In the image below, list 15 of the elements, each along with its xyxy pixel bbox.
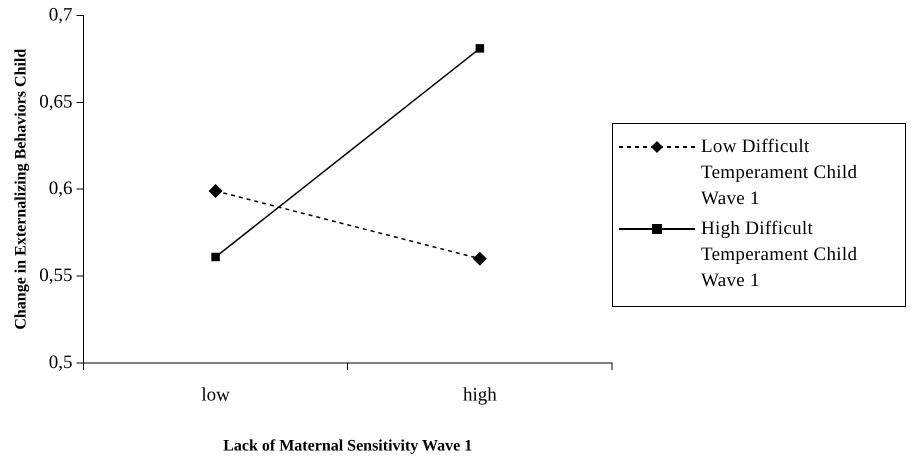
point	[208, 184, 223, 198]
y-tick-label: 0,7	[48, 4, 72, 26]
x-tick-label: low	[201, 384, 230, 406]
x-tick-label: high	[462, 384, 498, 406]
point	[476, 44, 484, 53]
legend-label: Low Difficult Temperament Child Wave 1	[701, 135, 858, 211]
y-tick-label: 0,55	[39, 265, 72, 286]
y-tick-label: 0,5	[48, 352, 72, 373]
y-axis-title: Change in Externalizing Behaviors Child	[12, 48, 30, 330]
point	[211, 252, 220, 262]
y-tick-label: 0,65	[39, 91, 72, 112]
legend-label: High Difficult Temperament Child Wave 1	[701, 217, 858, 293]
x-axis-title: Lack of Maternal Sensitivity Wave 1	[223, 438, 472, 455]
y-tick-label: 0,6	[48, 178, 72, 200]
point	[472, 252, 487, 266]
